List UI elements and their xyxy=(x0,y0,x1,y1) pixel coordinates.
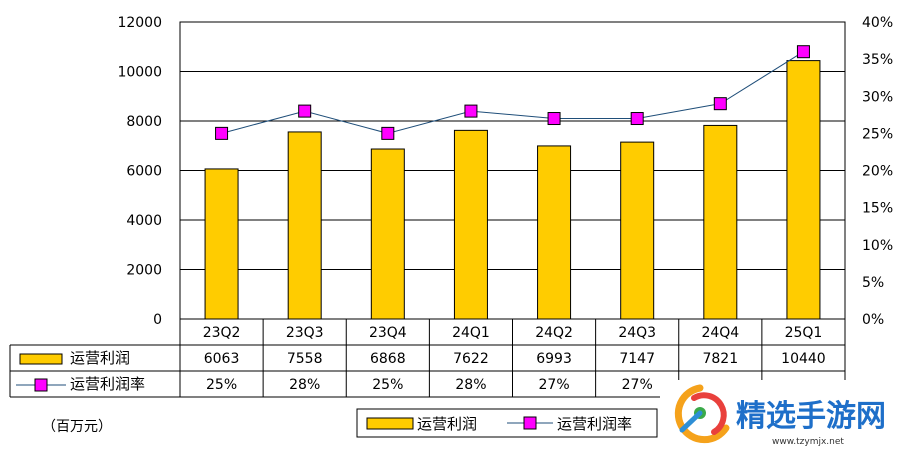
y-tick-label: 8000 xyxy=(126,114,162,130)
table-cell: 7821 xyxy=(702,351,738,367)
bar-24Q4 xyxy=(703,124,738,320)
table-cell: 28% xyxy=(455,377,486,393)
bar-23Q2 xyxy=(204,168,239,320)
bar-23Q4 xyxy=(370,148,405,320)
table-cell: 27% xyxy=(539,377,570,393)
y-tick-label: 6000 xyxy=(126,164,162,180)
y2-tick-label: 5% xyxy=(862,275,884,291)
y-tick-label: 4000 xyxy=(126,213,162,229)
table-key-marker xyxy=(34,378,48,392)
y2-tick-label: 10% xyxy=(862,238,893,254)
margin-point-24Q1 xyxy=(464,104,478,118)
x-category-label: 23Q3 xyxy=(286,325,324,341)
y2-tick-label: 0% xyxy=(862,312,884,328)
margin-point-23Q4 xyxy=(381,126,395,140)
bar-24Q1 xyxy=(453,129,488,320)
y2-tick-label: 35% xyxy=(862,52,893,68)
y-tick-label: 2000 xyxy=(126,263,162,279)
table-cell: 7622 xyxy=(453,351,489,367)
legend: 运营利润 运营利润率 xyxy=(356,408,658,438)
watermark-spiral-icon xyxy=(674,384,730,444)
legend-line-label: 运营利润率 xyxy=(557,415,632,433)
y-axis-left: 0 2000 4000 6000 8000 10000 12000 xyxy=(117,15,162,328)
table-cell: 7558 xyxy=(287,351,323,367)
unit-label: （百万元） xyxy=(42,419,112,435)
legend-line-marker xyxy=(523,416,537,430)
margin-point-25Q1 xyxy=(796,45,810,59)
y-tick-label: 10000 xyxy=(117,65,162,81)
table-cell: 25% xyxy=(206,377,237,393)
table-cell: 28% xyxy=(289,377,320,393)
margin-line xyxy=(215,45,810,140)
table-cell: 25% xyxy=(372,377,403,393)
margin-point-24Q3 xyxy=(630,112,644,126)
bar-23Q3 xyxy=(287,131,322,320)
watermark-title: 精选手游网 xyxy=(736,399,886,434)
bar-24Q3 xyxy=(620,141,655,320)
x-category-label: 24Q1 xyxy=(452,325,490,341)
margin-point-24Q2 xyxy=(547,112,561,126)
y2-tick-label: 20% xyxy=(862,164,893,180)
margin-point-24Q4 xyxy=(713,97,727,111)
data-table: 23Q2 23Q3 23Q4 24Q1 24Q2 24Q3 24Q4 25Q1 运营利润 6063… xyxy=(9,319,846,398)
y-tick-label: 12000 xyxy=(117,15,162,31)
x-category-label: 24Q2 xyxy=(535,325,573,341)
x-category-label: 24Q3 xyxy=(618,325,656,341)
table-cell: 10440 xyxy=(781,351,826,367)
table-cell: 6993 xyxy=(536,351,572,367)
y2-tick-label: 25% xyxy=(862,126,893,142)
y2-tick-label: 30% xyxy=(862,89,893,105)
bar-25Q1 xyxy=(786,60,821,320)
table-cell: 6868 xyxy=(370,351,406,367)
table-cell: 7147 xyxy=(619,351,655,367)
legend-bar-swatch xyxy=(366,417,414,430)
x-category-label: 25Q1 xyxy=(785,325,823,341)
table-row-label: 运营利润率 xyxy=(70,375,145,393)
watermark-url: www.tzymjx.net xyxy=(772,437,844,447)
table-key-bar xyxy=(19,353,63,365)
y2-tick-label: 15% xyxy=(862,201,893,217)
table-cell: 27% xyxy=(622,377,653,393)
table-row-label: 运营利润 xyxy=(70,349,130,367)
margin-point-23Q2 xyxy=(215,126,229,140)
table-cell: 6063 xyxy=(204,351,240,367)
margin-series-line xyxy=(221,51,804,134)
bar-24Q2 xyxy=(537,145,572,320)
grid-lines xyxy=(179,21,846,320)
margin-point-23Q3 xyxy=(298,104,312,118)
y-tick-label: 0 xyxy=(153,312,162,328)
watermark-logo: 精选手游网 www.tzymjx.net xyxy=(660,380,914,454)
x-category-label: 23Q4 xyxy=(369,325,407,341)
x-category-label: 23Q2 xyxy=(203,325,241,341)
bars xyxy=(204,60,821,320)
y2-tick-label: 40% xyxy=(862,15,893,31)
x-category-label: 24Q4 xyxy=(701,325,739,341)
legend-bar-label: 运营利润 xyxy=(417,415,477,433)
y-axis-right: 0% 5% 10% 15% 20% 25% 30% 35% 40% xyxy=(862,15,893,328)
